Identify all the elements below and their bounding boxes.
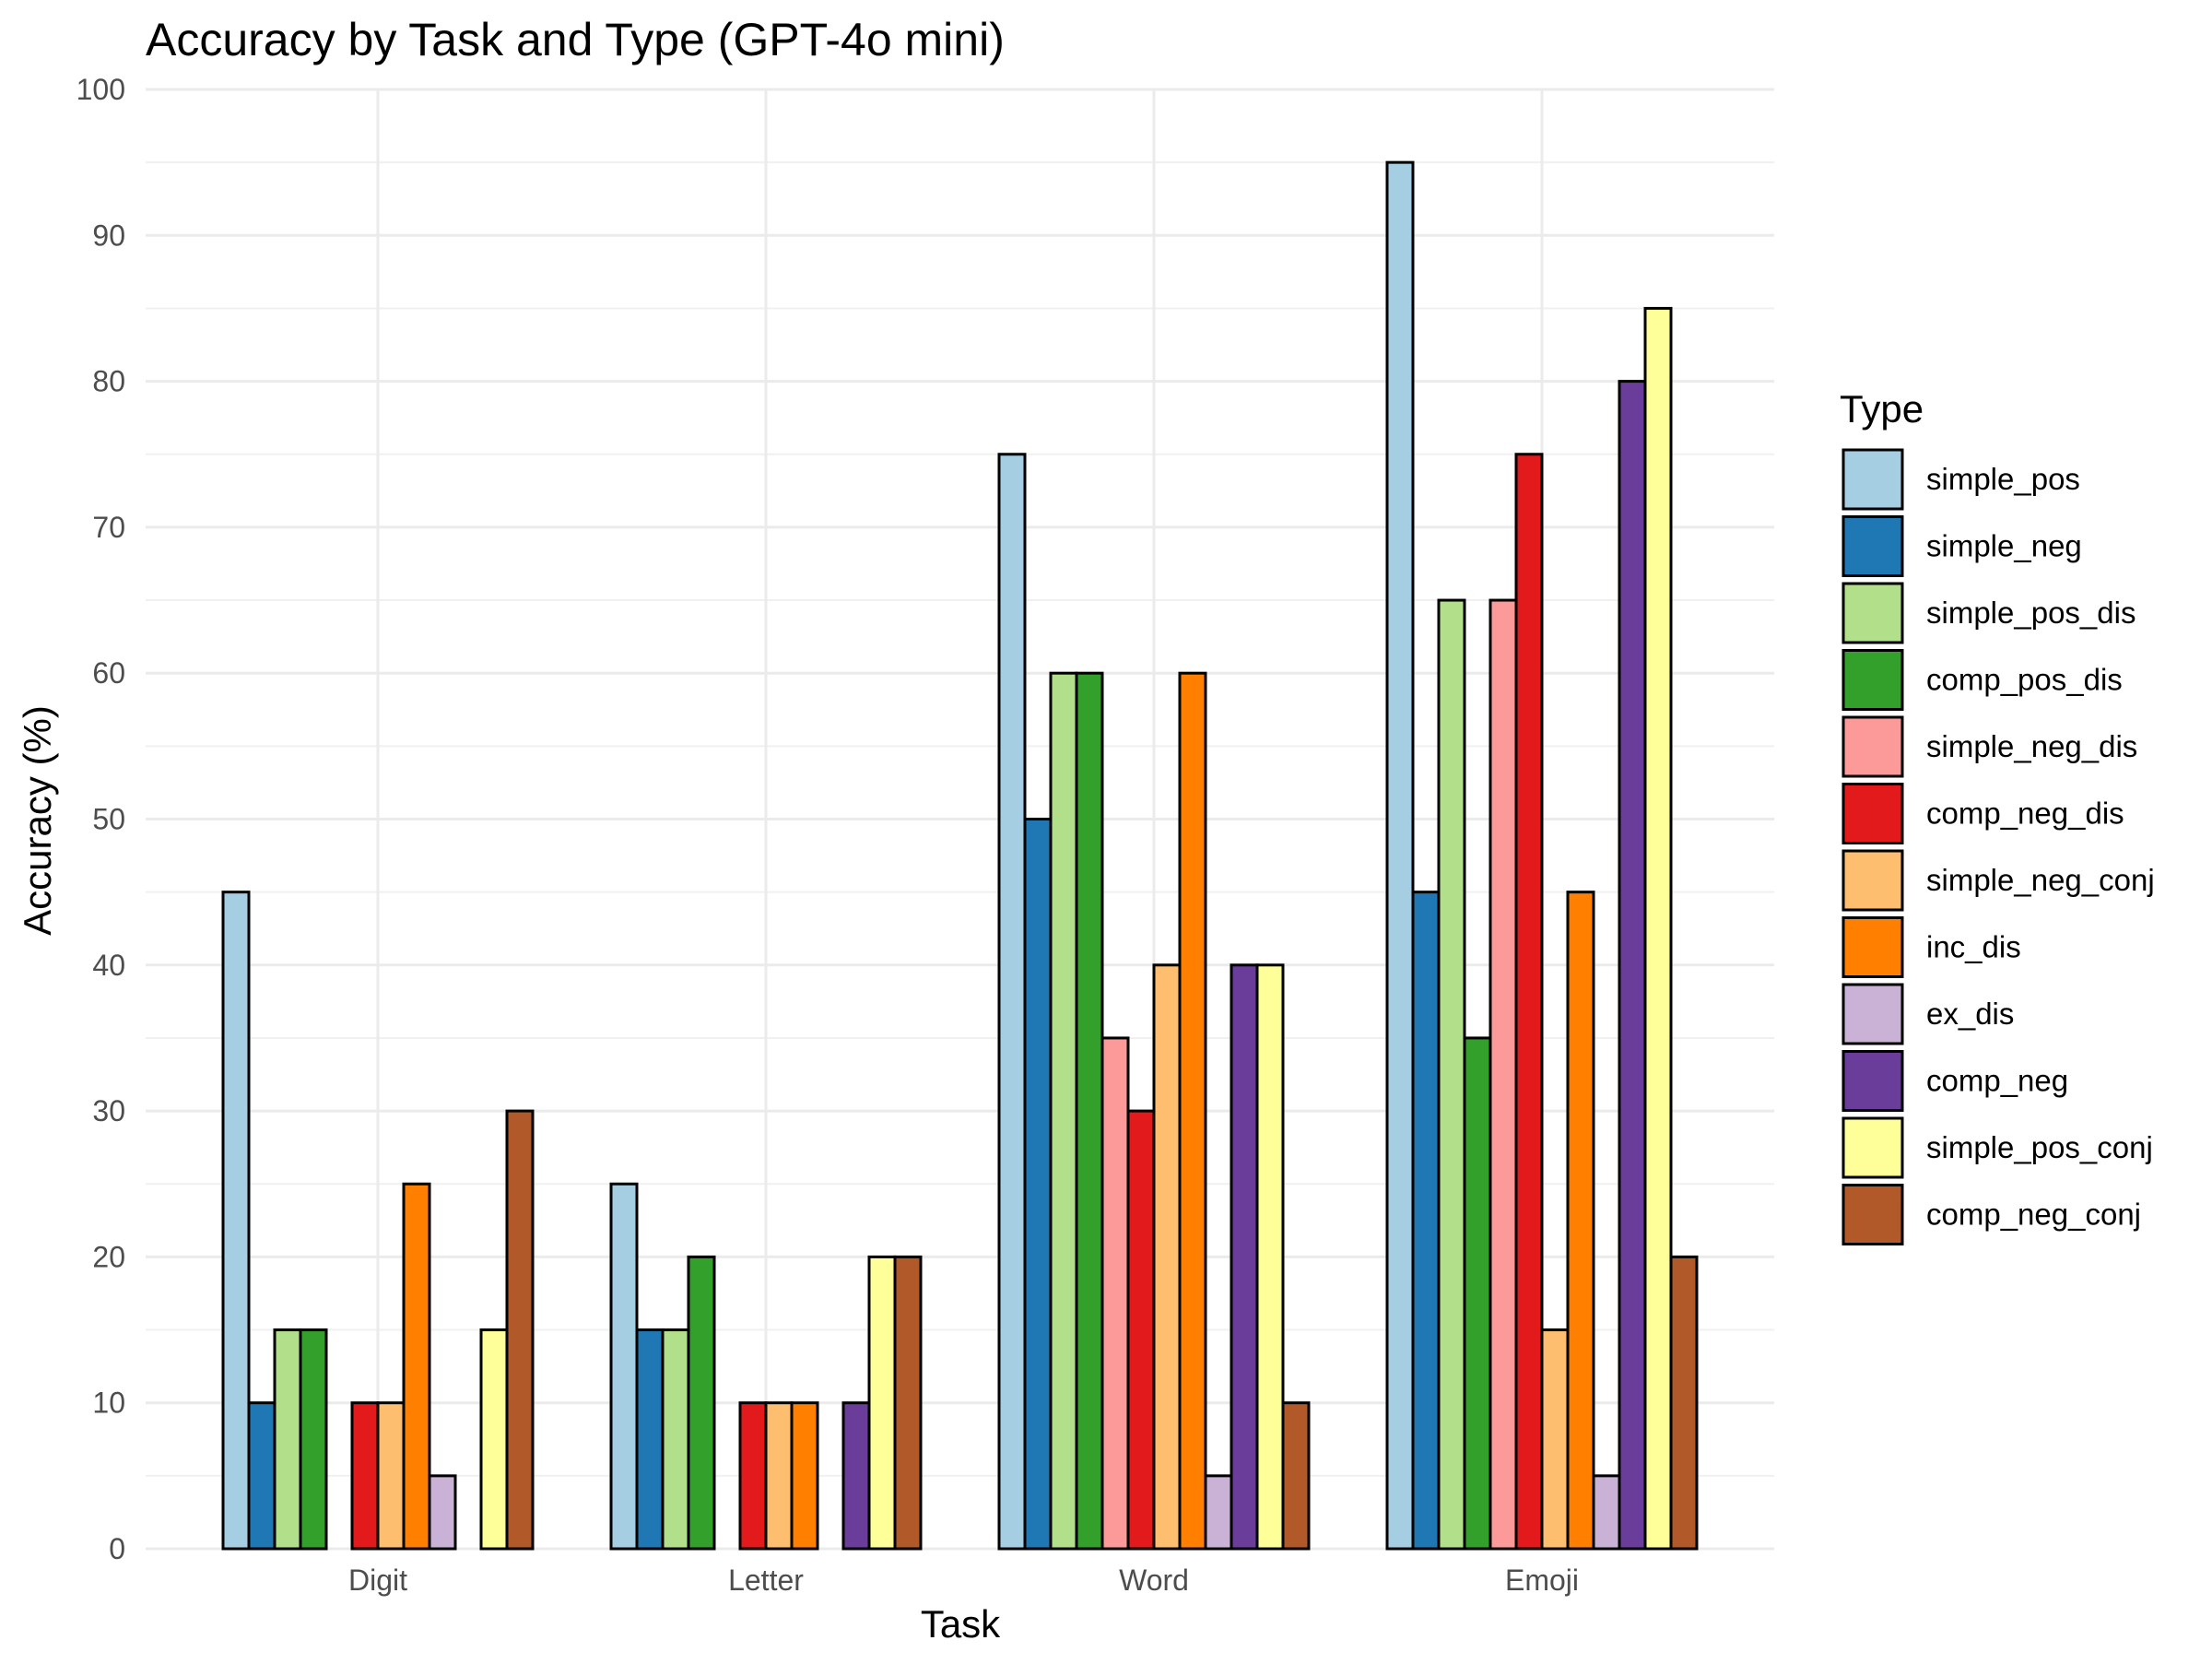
y-tick-label: 90 — [92, 218, 125, 252]
bar-comp_pos_dis-emoji — [1463, 1036, 1492, 1551]
bar-simple_neg_dis-emoji — [1488, 598, 1518, 1551]
bar-inc_dis-letter — [790, 1401, 819, 1551]
chart-title: Accuracy by Task and Type (GPT-4o mini) — [146, 14, 1005, 65]
bar-inc_dis-word — [1178, 671, 1207, 1551]
legend-label-simple_pos_conj: simple_pos_conj — [1926, 1130, 2153, 1164]
y-tick-label: 80 — [92, 365, 125, 398]
bar-comp_neg-word — [1230, 963, 1259, 1551]
legend: simple_pos simple_neg simple_pos_dis comp_p… — [1841, 448, 2155, 1245]
y-tick-label: 100 — [76, 73, 125, 106]
legend-label-comp_neg_dis: comp_neg_dis — [1926, 797, 2124, 831]
legend-key-comp_neg_conj — [1841, 1184, 1904, 1245]
bar-comp_neg_conj-emoji — [1669, 1255, 1699, 1551]
bar-comp_neg_conj-word — [1281, 1401, 1311, 1551]
bar-simple_pos_conj-word — [1255, 963, 1285, 1551]
bar-comp_pos_dis-digit — [299, 1328, 328, 1551]
bar-simple_neg_conj-letter — [764, 1401, 794, 1551]
bar-comp_neg-letter — [841, 1401, 871, 1551]
bar-simple_pos_conj-digit — [479, 1328, 509, 1551]
legend-label-inc_dis: inc_dis — [1926, 930, 2021, 964]
x-tick-label-word: Word — [1119, 1564, 1189, 1597]
bar-comp_neg_conj-letter — [893, 1255, 923, 1551]
bar-simple_pos-emoji — [1385, 160, 1415, 1551]
bar-comp_neg_dis-letter — [738, 1401, 768, 1551]
bar-ex_dis-word — [1204, 1474, 1233, 1551]
legend-key-simple_neg_conj — [1841, 849, 1904, 912]
bar-ex_dis-digit — [428, 1474, 457, 1551]
legend-label-simple_neg: simple_neg — [1926, 529, 2082, 563]
bar-simple_neg-digit — [247, 1401, 276, 1551]
legend-label-simple_pos: simple_pos — [1926, 462, 2080, 496]
bar-simple_pos_dis-emoji — [1437, 598, 1466, 1551]
legend-key-simple_neg — [1841, 515, 1904, 577]
x-tick-label-letter: Letter — [728, 1564, 804, 1597]
legend-key-simple_pos — [1841, 448, 1904, 511]
x-tick-label-digit: Digit — [348, 1564, 407, 1597]
bar-simple_pos_conj-letter — [867, 1255, 897, 1551]
y-tick-label: 70 — [92, 511, 125, 544]
bar-comp_neg_dis-digit — [350, 1401, 380, 1551]
y-tick-label: 60 — [92, 656, 125, 690]
bar-comp_pos_dis-word — [1075, 671, 1104, 1551]
legend-label-simple_neg_dis: simple_neg_dis — [1926, 729, 2137, 763]
bar-simple_pos_dis-digit — [273, 1328, 302, 1551]
bar-inc_dis-digit — [402, 1182, 431, 1551]
bar-simple_neg_dis-word — [1100, 1036, 1130, 1551]
legend-label-simple_neg_conj: simple_neg_conj — [1926, 863, 2155, 897]
y-tick-label: 50 — [92, 803, 125, 836]
bar-simple_pos_dis-word — [1049, 671, 1078, 1551]
bar-simple_pos_dis-letter — [661, 1328, 690, 1551]
bar-simple_pos-letter — [609, 1182, 639, 1551]
bars-layer — [221, 160, 1699, 1551]
legend-label-comp_neg: comp_neg — [1926, 1064, 2068, 1098]
legend-key-ex_dis — [1841, 983, 1904, 1045]
bar-comp_neg_dis-emoji — [1514, 453, 1544, 1551]
bar-simple_neg-letter — [635, 1328, 665, 1551]
bar-simple_pos_conj-emoji — [1643, 306, 1673, 1551]
bar-simple_neg_conj-digit — [376, 1401, 406, 1551]
legend-label-ex_dis: ex_dis — [1926, 997, 2014, 1031]
legend-key-simple_neg_dis — [1841, 715, 1904, 778]
bar-comp_neg-emoji — [1618, 380, 1647, 1551]
bar-comp_pos_dis-letter — [687, 1255, 716, 1551]
legend-key-comp_neg_dis — [1841, 783, 1904, 844]
legend-key-simple_pos_conj — [1841, 1116, 1904, 1179]
y-tick-label: 0 — [109, 1532, 125, 1565]
legend-label-comp_pos_dis: comp_pos_dis — [1926, 663, 2123, 697]
legend-label-comp_neg_conj: comp_neg_conj — [1926, 1198, 2141, 1232]
bar-inc_dis-emoji — [1566, 891, 1595, 1551]
legend-label-simple_pos_dis: simple_pos_dis — [1926, 596, 2136, 630]
axis-layer: 0 10 20 30 40 50 60 70 80 90 100 Digit Letter Word Emo… — [76, 73, 1579, 1597]
y-axis-title: Accuracy (%) — [16, 705, 59, 936]
bar-simple_neg_conj-word — [1152, 963, 1182, 1551]
bar-simple_pos-word — [997, 453, 1027, 1551]
y-tick-label: 40 — [92, 949, 125, 982]
legend-key-comp_neg — [1841, 1050, 1904, 1112]
bar-comp_neg_dis-word — [1126, 1109, 1156, 1551]
y-tick-label: 10 — [92, 1387, 125, 1420]
x-axis-title: Task — [921, 1602, 1001, 1646]
legend-key-inc_dis — [1841, 916, 1904, 978]
x-tick-label-emoji: Emoji — [1505, 1564, 1579, 1597]
bar-simple_neg-emoji — [1411, 891, 1441, 1551]
legend-key-simple_pos_dis — [1841, 582, 1904, 644]
bar-simple_neg_conj-emoji — [1540, 1328, 1570, 1551]
bar-ex_dis-emoji — [1592, 1474, 1621, 1551]
bar-simple_neg-word — [1023, 818, 1053, 1551]
y-tick-label: 20 — [92, 1240, 125, 1273]
bar-comp_neg_conj-digit — [505, 1109, 535, 1551]
y-tick-label: 30 — [92, 1094, 125, 1127]
legend-key-comp_pos_dis — [1841, 649, 1904, 711]
legend-title: Type — [1840, 387, 1924, 431]
bar-simple_pos-digit — [221, 891, 251, 1551]
